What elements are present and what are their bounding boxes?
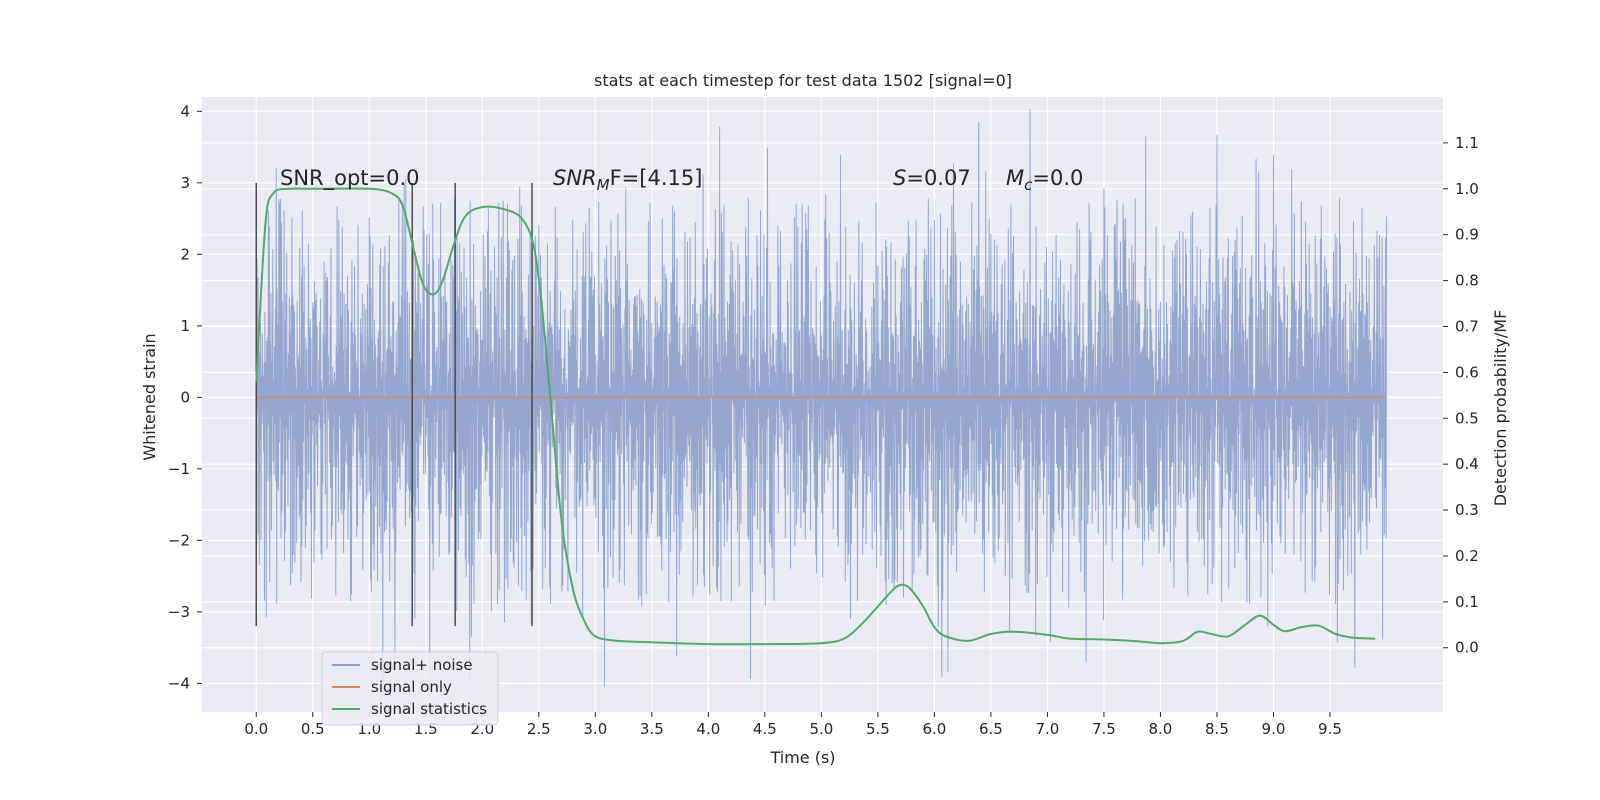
x-axis-ticks: 0.0 0.5 1.0 1.5 2.0 2.5 3.0 3.5 4.0 4.5 5.0 5.5 6.0 6… (244, 712, 1342, 738)
x-tick-label: 7.5 (1092, 720, 1116, 738)
noise-path (255, 109, 1387, 687)
y-tick-label: 3 (180, 174, 190, 192)
x-axis-label: Time (s) (769, 748, 835, 767)
series-signal-noise-trace (255, 109, 1387, 687)
legend-label-signal-statistics: signal statistics (371, 700, 487, 718)
y-tick-label: 4 (180, 102, 190, 120)
y-tick-label: −2 (168, 531, 190, 549)
y-axis-label: Whitened strain (140, 333, 159, 460)
y2-tick-label: 1.1 (1455, 134, 1479, 152)
x-tick-label: 0.0 (244, 720, 268, 738)
chart-title: stats at each timestep for test data 150… (594, 71, 1012, 90)
x-tick-label: 5.0 (809, 720, 833, 738)
y2-axis-label: Detection probability/MF (1491, 310, 1510, 507)
x-tick-label: 3.5 (640, 720, 664, 738)
x-tick-label: 7.0 (1035, 720, 1059, 738)
x-tick-label: 9.0 (1262, 720, 1286, 738)
y-tick-label: 0 (180, 388, 190, 406)
y2-tick-label: 0.6 (1455, 363, 1479, 381)
y2-tick-label: 0.1 (1455, 593, 1479, 611)
legend-box (321, 651, 499, 726)
legend-label-signal-only: signal only (371, 678, 452, 696)
annotation-snr-mf: SNRMF=[4.15] (553, 166, 702, 194)
y2-tick-label: 0.2 (1455, 547, 1479, 565)
x-tick-label: 8.0 (1149, 720, 1173, 738)
y2-tick-label: 0.8 (1455, 272, 1479, 290)
x-tick-label: 6.0 (922, 720, 946, 738)
vertical-markers (255, 182, 533, 627)
y2-axis-ticks: 0.0 0.1 0.2 0.3 0.4 0.5 0.6 0.7 0.8 0.9 1.0 1.1 (1443, 134, 1479, 657)
x-tick-label: 2.5 (527, 720, 551, 738)
series-signal-statistics-line (255, 187, 1376, 646)
y-tick-label: 2 (180, 245, 190, 263)
annotation-s: S=0.07 (893, 166, 971, 190)
y2-tick-label: 0.5 (1455, 409, 1479, 427)
annotation-mc: Mc=0.0 (1006, 166, 1083, 194)
x-tick-label: 3.0 (583, 720, 607, 738)
y2-tick-label: 0.7 (1455, 317, 1479, 335)
x-tick-label: 6.5 (979, 720, 1003, 738)
y2-tick-label: 0.3 (1455, 501, 1479, 519)
y2-tick-label: 1.0 (1455, 180, 1479, 198)
x-tick-label: 4.5 (753, 720, 777, 738)
y-tick-label: 1 (180, 317, 190, 335)
x-tick-label: 4.0 (696, 720, 720, 738)
y2-tick-label: 0.0 (1455, 639, 1479, 657)
x-tick-label: 0.5 (301, 720, 325, 738)
y-tick-label: −3 (168, 603, 190, 621)
x-tick-label: 8.5 (1205, 720, 1229, 738)
y2-tick-label: 0.4 (1455, 455, 1479, 473)
legend: signal+ noise signal only signal statist… (321, 651, 499, 726)
legend-label-signal-noise: signal+ noise (371, 656, 473, 674)
y-tick-label: −4 (168, 674, 190, 692)
x-tick-label: 5.5 (866, 720, 890, 738)
x-tick-label: 9.5 (1318, 720, 1342, 738)
annotation-snr-opt: SNR_opt=0.0 (280, 166, 420, 191)
y-axis-ticks: −4 −3 −2 −1 0 1 2 3 4 (168, 102, 202, 692)
y2-tick-label: 0.9 (1455, 226, 1479, 244)
y-tick-label: −1 (168, 460, 190, 478)
